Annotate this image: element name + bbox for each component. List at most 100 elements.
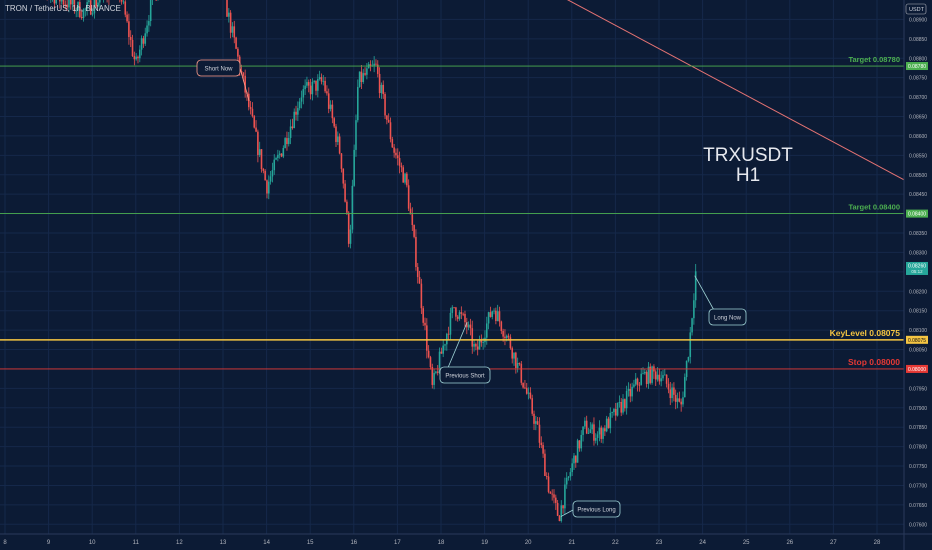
candle-body xyxy=(683,377,686,398)
candle-body xyxy=(66,4,68,8)
candle-body xyxy=(687,357,690,361)
price-badge-text: 0.08075 xyxy=(908,338,926,344)
y-tick-label: 0.07750 xyxy=(909,464,927,470)
price-badge-key xyxy=(906,335,928,344)
candle-body xyxy=(418,277,421,284)
candle-body xyxy=(406,173,408,186)
candle-body xyxy=(251,108,254,117)
y-tick-label: 0.08050 xyxy=(909,348,927,354)
candle-body xyxy=(600,427,603,439)
candle-body xyxy=(277,154,279,158)
candle-body xyxy=(453,307,455,309)
y-tick-label: 0.08200 xyxy=(909,289,927,295)
candle-body xyxy=(360,71,363,83)
candle-body xyxy=(545,476,548,477)
candle-body xyxy=(53,0,56,4)
x-tick-label: 22 xyxy=(612,540,619,546)
x-tick-label: 28 xyxy=(874,540,881,546)
candle-body xyxy=(60,0,63,2)
candle-body xyxy=(587,433,590,434)
candle-body xyxy=(402,167,405,183)
candle-body xyxy=(598,427,601,435)
candle-body xyxy=(59,0,61,2)
candle-body xyxy=(674,394,677,402)
candle-body xyxy=(651,366,653,383)
candle-body xyxy=(342,168,345,184)
x-tick-label: 23 xyxy=(656,540,663,546)
candle-body xyxy=(327,93,330,109)
candle-body xyxy=(513,352,515,359)
candle-body xyxy=(467,324,470,328)
candle-body xyxy=(396,155,399,159)
candle-body xyxy=(611,412,613,414)
candle-body xyxy=(645,371,648,384)
candle-body xyxy=(469,324,472,329)
candle-body xyxy=(589,429,592,434)
candle-body xyxy=(511,348,514,359)
candle-body xyxy=(555,497,557,503)
candle-body xyxy=(447,333,450,335)
candle-body xyxy=(364,73,366,75)
candle-body xyxy=(640,373,642,385)
candle-body xyxy=(638,384,641,386)
candle-body xyxy=(393,147,395,153)
candle-body xyxy=(553,494,555,498)
candle-body xyxy=(433,372,435,385)
level-label-key: KeyLevel 0.08075 xyxy=(830,328,901,338)
candle-body xyxy=(129,37,132,40)
candle-body xyxy=(633,384,635,387)
candle-body xyxy=(407,185,410,209)
candle-body xyxy=(464,313,466,323)
candle-body xyxy=(471,328,474,347)
candle-body xyxy=(93,0,96,14)
candle-body xyxy=(375,63,377,65)
candle-body xyxy=(662,375,664,379)
candle-body xyxy=(585,420,588,434)
current-price-text: 0.08260 xyxy=(908,263,926,269)
candle-body xyxy=(489,312,492,317)
candle-body xyxy=(286,138,288,144)
candle-body xyxy=(642,373,644,375)
x-tick-label: 27 xyxy=(830,540,837,546)
candle-body xyxy=(413,224,415,237)
candle-body xyxy=(560,505,563,522)
bar-countdown-text: 05:12 xyxy=(911,269,923,274)
candle-body xyxy=(269,176,272,182)
currency-label: USDT xyxy=(909,7,925,13)
candle-body xyxy=(580,434,583,449)
candle-body xyxy=(451,307,454,313)
candle-body xyxy=(324,80,326,92)
candle-body xyxy=(322,80,325,82)
candle-body xyxy=(244,75,246,93)
candle-body xyxy=(462,313,464,315)
candle-body xyxy=(607,418,610,429)
candle-body xyxy=(482,342,484,343)
candle-body xyxy=(366,68,368,75)
candle-body xyxy=(133,55,136,60)
candle-body xyxy=(262,169,265,171)
candle-body xyxy=(455,307,457,317)
candle-body xyxy=(594,437,597,441)
x-tick-label: 21 xyxy=(568,540,575,546)
candle-body xyxy=(551,493,553,495)
candle-body xyxy=(228,12,230,17)
previous-short-callout-box xyxy=(439,366,491,384)
candle-body xyxy=(124,1,127,15)
price-badge-target xyxy=(906,62,928,71)
candle-body xyxy=(649,366,652,383)
y-tick-label: 0.07650 xyxy=(909,503,927,509)
candle-body xyxy=(574,455,577,463)
candle-body xyxy=(149,0,152,22)
candle-body xyxy=(335,126,337,143)
candle-body xyxy=(518,362,521,364)
candle-body xyxy=(476,346,479,350)
x-tick-label: 17 xyxy=(394,540,401,546)
candle-body xyxy=(311,81,314,95)
candle-body xyxy=(654,371,657,380)
candle-body xyxy=(422,308,424,323)
candle-body xyxy=(295,111,297,115)
candle-body xyxy=(667,383,670,390)
candle-body xyxy=(427,350,430,358)
